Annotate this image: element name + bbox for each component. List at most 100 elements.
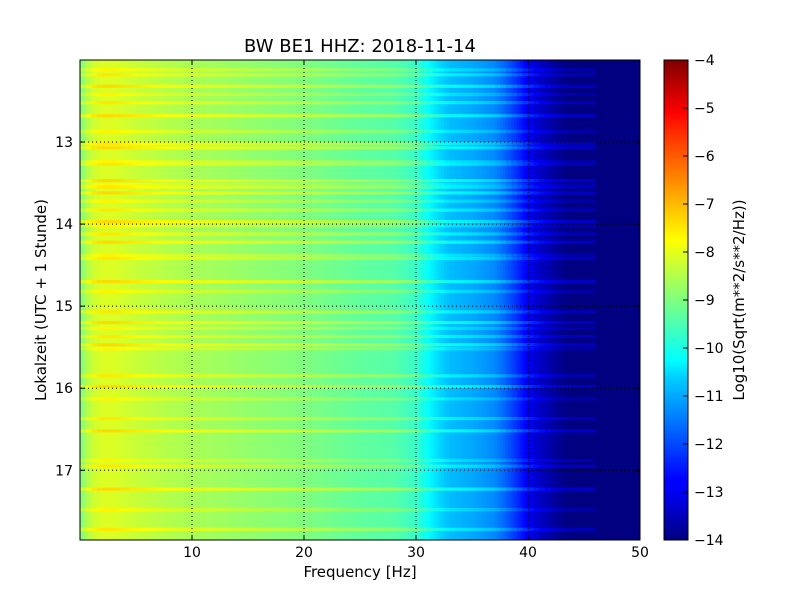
time-band-segment [567, 326, 574, 330]
time-band-segment [320, 129, 327, 133]
time-band-segment [388, 68, 395, 72]
time-band-segment [500, 142, 507, 146]
time-band-segment [477, 73, 484, 77]
time-band-segment [460, 191, 467, 195]
time-band-segment [119, 185, 126, 189]
time-band-segment [130, 326, 137, 330]
time-band-segment [360, 183, 367, 187]
time-band-segment [326, 191, 333, 195]
time-band-segment [505, 416, 512, 421]
time-band-segment [326, 374, 333, 378]
time-band-segment [427, 220, 434, 224]
time-band-segment [360, 458, 367, 463]
time-band-segment [119, 279, 126, 284]
time-band-segment [343, 334, 350, 339]
time-band-segment [119, 162, 126, 166]
time-band-segment [376, 146, 383, 150]
time-band-segment [130, 114, 137, 118]
time-band-segment [500, 384, 507, 389]
time-band-segment [544, 84, 551, 88]
time-band-segment [584, 487, 591, 491]
time-band-segment [320, 487, 327, 491]
time-band-segment [376, 253, 383, 257]
time-band-segment [421, 146, 428, 150]
time-band-segment [197, 279, 204, 284]
time-band-segment [477, 160, 484, 164]
time-band-segment [432, 289, 439, 293]
time-band-segment [550, 289, 557, 293]
time-band-segment [567, 487, 574, 491]
time-band-segment [539, 146, 546, 150]
time-band-segment [141, 68, 148, 72]
time-band-segment [444, 191, 451, 195]
time-band-segment [96, 289, 103, 293]
time-band-segment [85, 179, 92, 183]
time-band-segment [561, 142, 568, 146]
time-band-segment [208, 289, 215, 293]
time-band-segment [393, 208, 400, 212]
time-band-segment [180, 129, 187, 133]
time-band-segment [164, 84, 171, 88]
time-band-segment [343, 347, 350, 351]
time-band-segment [203, 101, 210, 105]
time-band-segment [152, 508, 159, 512]
time-band-segment [203, 374, 210, 378]
time-band-segment [298, 326, 305, 330]
time-band-segment [556, 334, 563, 339]
time-band-segment [309, 129, 316, 133]
time-band-segment [242, 253, 249, 257]
time-band-segment [376, 84, 383, 88]
time-band-segment [572, 343, 579, 347]
time-band-segment [236, 220, 243, 224]
time-band-segment [533, 253, 540, 257]
time-band-segment [432, 397, 439, 401]
time-band-segment [500, 326, 507, 330]
time-band-segment [388, 326, 395, 330]
time-band-segment [85, 73, 92, 77]
time-band-segment [281, 129, 288, 133]
time-band-segment [186, 185, 193, 189]
time-band-segment [460, 183, 467, 187]
time-band-segment [242, 199, 249, 203]
time-band-segment [539, 487, 546, 491]
time-band-segment [416, 374, 423, 378]
time-band-segment [259, 347, 266, 351]
time-band-segment [119, 101, 126, 105]
time-band-segment [472, 185, 479, 189]
time-band-segment [80, 73, 87, 77]
time-band-segment [113, 84, 120, 88]
time-band-segment [158, 527, 165, 531]
time-band-segment [343, 310, 350, 314]
time-band-segment [270, 101, 277, 105]
time-band-segment [522, 179, 529, 183]
time-band-segment [449, 162, 456, 166]
time-band-segment [399, 114, 406, 118]
time-band-segment [522, 527, 529, 531]
time-band-segment [320, 162, 327, 166]
time-band-segment [567, 320, 574, 325]
time-band-segment [354, 320, 361, 325]
time-band-segment [147, 220, 154, 224]
time-band-segment [388, 487, 395, 491]
time-band-segment [96, 508, 103, 512]
spectrum-column [320, 60, 325, 540]
time-band-segment [108, 374, 115, 378]
spectrum-column [575, 60, 579, 540]
time-band-segment [225, 374, 232, 378]
time-band-segment [242, 320, 249, 325]
time-band-segment [494, 487, 501, 491]
time-band-segment [164, 101, 171, 105]
time-band-segment [298, 160, 305, 164]
time-band-segment [141, 458, 148, 463]
time-band-segment [404, 289, 411, 293]
time-band-segment [136, 162, 143, 166]
time-band-segment [393, 384, 400, 389]
time-band-segment [578, 199, 585, 203]
time-band-segment [264, 179, 271, 183]
time-band-segment [108, 310, 115, 314]
time-band-segment [337, 347, 344, 351]
time-band-segment [309, 146, 316, 150]
time-band-segment [522, 224, 529, 228]
time-band-segment [281, 185, 288, 189]
spectrum-column [362, 60, 367, 540]
